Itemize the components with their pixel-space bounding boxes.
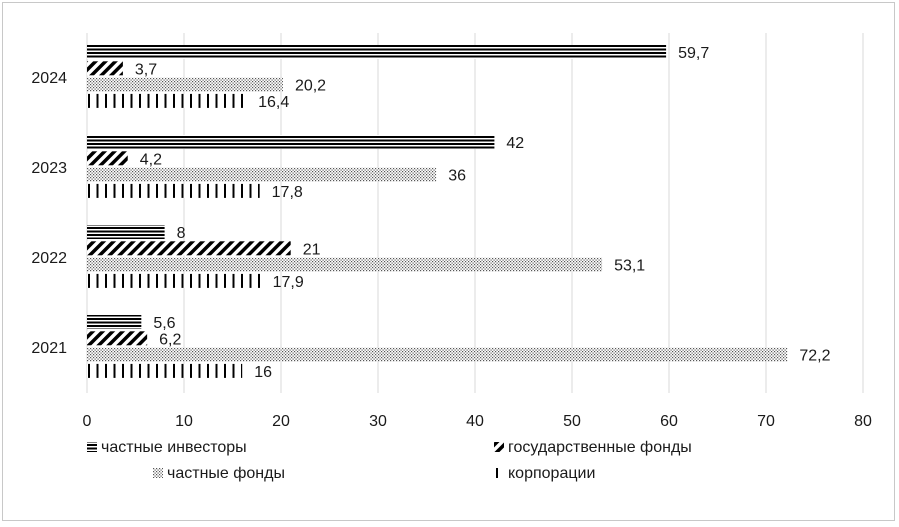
x-tick-label: 60 (660, 413, 678, 430)
bar (87, 273, 261, 288)
bar (87, 61, 123, 76)
x-tick-label: 50 (563, 413, 581, 430)
bar (87, 77, 283, 92)
data-label: 16 (254, 364, 272, 381)
data-label: 59,7 (678, 45, 709, 62)
bar (87, 151, 128, 166)
data-label: 3,7 (135, 61, 157, 78)
legend-label: частные инвесторы (101, 439, 247, 456)
bar (87, 135, 495, 149)
category-label: 2022 (31, 250, 67, 267)
data-label: 4,2 (140, 151, 162, 168)
data-label: 20,2 (295, 78, 326, 95)
data-label: 6,2 (159, 331, 181, 348)
category-label: 2023 (31, 160, 67, 177)
x-tick-label: 70 (757, 413, 775, 430)
bar (87, 347, 788, 362)
data-label: 42 (506, 135, 524, 152)
data-label: 8 (177, 225, 186, 242)
x-tick-label: 10 (175, 413, 193, 430)
x-tick-label: 30 (369, 413, 387, 430)
bar (87, 225, 165, 239)
data-label: 53,1 (614, 258, 645, 275)
x-tick-label: 0 (83, 413, 92, 430)
data-label: 21 (303, 241, 321, 258)
category-label: 2024 (31, 70, 67, 87)
bar (87, 257, 603, 272)
data-label: 17,9 (273, 274, 304, 291)
bar (87, 93, 247, 108)
legend-swatch (87, 442, 97, 452)
data-label: 5,6 (153, 315, 175, 332)
x-tick-label: 40 (466, 413, 484, 430)
legend: частные инвесторы государственные фонды ча… (87, 439, 692, 482)
x-tick-label: 80 (854, 413, 872, 430)
bar (87, 183, 260, 198)
bar (87, 241, 291, 256)
bar (87, 363, 243, 378)
data-label: 36 (448, 168, 466, 185)
chart-frame: 59,7 3,7 20,2 16,4 42 4,2 36 17,8 8 21 53,1 17,9 5,6… (2, 2, 895, 521)
legend-swatch (153, 468, 163, 478)
bar-chart: 59,7 3,7 20,2 16,4 42 4,2 36 17,8 8 21 53,1 17,9 5,6… (31, 33, 872, 482)
data-label: 17,8 (272, 184, 303, 201)
data-label: 16,4 (258, 94, 289, 111)
bar (87, 45, 667, 59)
category-labels: 2024 2023 2022 2021 (31, 70, 67, 357)
legend-swatch (494, 468, 504, 478)
bar (87, 167, 437, 182)
data-label: 72,2 (799, 348, 830, 365)
x-axis-tick-labels: 0 10 20 30 40 50 60 70 80 (83, 413, 872, 430)
legend-label: государственные фонды (508, 439, 692, 456)
legend-label: корпорации (508, 465, 595, 482)
gridlines (86, 33, 864, 393)
legend-swatch (494, 442, 504, 452)
bar (87, 315, 142, 329)
legend-label: частные фонды (167, 465, 285, 482)
bars: 59,7 3,7 20,2 16,4 42 4,2 36 17,8 8 21 53,1 17,9 5,6… (87, 45, 831, 381)
x-tick-label: 20 (272, 413, 290, 430)
bar (87, 331, 148, 346)
category-label: 2021 (31, 340, 67, 357)
